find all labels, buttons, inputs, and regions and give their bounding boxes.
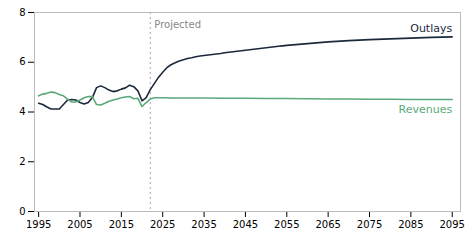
svg-text:0: 0 xyxy=(19,206,25,217)
svg-text:2025: 2025 xyxy=(150,219,175,230)
svg-text:2075: 2075 xyxy=(357,219,382,230)
svg-text:Revenues: Revenues xyxy=(399,103,453,116)
svg-text:6: 6 xyxy=(19,56,25,67)
svg-text:8: 8 xyxy=(19,7,25,18)
svg-text:2035: 2035 xyxy=(191,219,216,230)
svg-text:2055: 2055 xyxy=(274,219,299,230)
svg-text:4: 4 xyxy=(19,106,25,117)
svg-text:2065: 2065 xyxy=(315,219,340,230)
svg-text:2085: 2085 xyxy=(398,219,423,230)
svg-text:2: 2 xyxy=(19,156,25,167)
svg-text:Outlays: Outlays xyxy=(410,22,452,35)
svg-text:2015: 2015 xyxy=(109,219,134,230)
svg-text:1995: 1995 xyxy=(26,219,51,230)
svg-text:2005: 2005 xyxy=(67,219,92,230)
svg-text:2045: 2045 xyxy=(233,219,258,230)
svg-text:2095: 2095 xyxy=(440,219,465,230)
svg-text:Projected: Projected xyxy=(154,19,201,30)
